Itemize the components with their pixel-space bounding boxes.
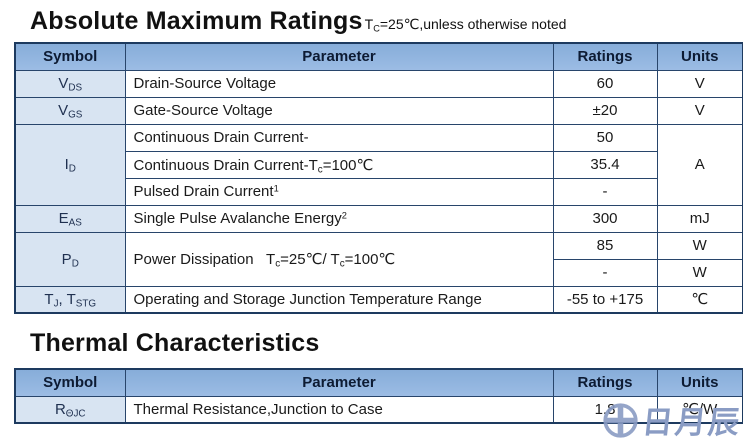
amr-header-parameter: Parameter [124, 42, 554, 71]
rating-cell: - [552, 258, 658, 287]
unit-cell: W [656, 258, 743, 287]
unit-cell: V [656, 96, 743, 125]
parameter-cell: Continuous Drain Current- [124, 123, 554, 152]
symbol-cell: VGS [14, 96, 126, 125]
parameter-cell: Continuous Drain Current-Tc=100℃ [124, 150, 554, 179]
unit-cell: V [656, 69, 743, 98]
amr-header-row: Symbol Parameter Ratings Units [14, 42, 743, 71]
amr-table: Symbol Parameter Ratings Units VDS Drain… [14, 42, 743, 314]
unit-cell: mJ [656, 204, 743, 233]
amr-page-title: Absolute Maximum Ratings [30, 7, 363, 35]
thermal-header-units: Units [656, 368, 743, 397]
thermal-header-symbol: Symbol [14, 368, 126, 397]
table-row-vds: VDS Drain-Source Voltage 60 V [14, 69, 743, 98]
table-row-id-1: ID Continuous Drain Current- 50 A [14, 123, 743, 206]
table-row-pd-1: PD Power Dissipation Tc=25℃/ Tc=100℃ 85 … [14, 231, 743, 287]
parameter-cell: Single Pulse Avalanche Energy2 [124, 204, 554, 233]
unit-cell: ℃ [656, 285, 743, 314]
amr-subtitle: TC=25℃,unless otherwise noted [364, 16, 567, 34]
unit-cell: A [656, 123, 743, 206]
amr-header-units: Units [656, 42, 743, 71]
parameter-cell: Drain-Source Voltage [124, 69, 554, 98]
thermal-header-row: Symbol Parameter Ratings Units [14, 368, 743, 397]
rating-cell: 60 [552, 69, 658, 98]
rating-cell: 50 [552, 123, 658, 152]
parameter-cell: Power Dissipation Tc=25℃/ Tc=100℃ [124, 231, 554, 287]
table-row-tj: TJ, TSTG Operating and Storage Junction … [14, 285, 743, 314]
thermal-page-title: Thermal Characteristics [30, 329, 320, 357]
thermal-header-parameter: Parameter [124, 368, 554, 397]
rating-cell: 85 [552, 231, 658, 260]
unit-cell: W [656, 231, 743, 260]
thermal-table: Symbol Parameter Ratings Units RΘJC Ther… [14, 368, 743, 424]
table-row-vgs: VGS Gate-Source Voltage ±20 V [14, 96, 743, 125]
rating-cell: ±20 [552, 96, 658, 125]
parameter-cell: Thermal Resistance,Junction to Case [124, 395, 554, 424]
table-row-rthjc: RΘJC Thermal Resistance,Junction to Case… [14, 395, 743, 424]
rating-cell: 35.4 [552, 150, 658, 179]
symbol-cell: EAS [14, 204, 126, 233]
rating-cell: 1.8 [552, 395, 658, 424]
table-row-id-3: Pulsed Drain Current1 - [15, 177, 743, 206]
thermal-header-ratings: Ratings [552, 368, 658, 397]
rating-cell: 300 [552, 204, 658, 233]
symbol-cell: VDS [14, 69, 126, 98]
table-row-id-2: Continuous Drain Current-Tc=100℃ 35.4 [15, 150, 743, 179]
unit-cell: ℃/W [656, 395, 743, 424]
rating-cell: -55 to +175 [552, 285, 658, 314]
symbol-cell: RΘJC [14, 395, 126, 424]
parameter-cell: Gate-Source Voltage [124, 96, 554, 125]
amr-header-ratings: Ratings [552, 42, 658, 71]
amr-header-symbol: Symbol [14, 42, 126, 71]
thermal-title-row: Thermal Characteristics [0, 314, 743, 368]
rating-cell: - [552, 177, 658, 206]
parameter-cell: Pulsed Drain Current1 [124, 177, 554, 206]
symbol-cell: ID [14, 123, 126, 206]
table-row-eas: EAS Single Pulse Avalanche Energy2 300 m… [14, 204, 743, 233]
symbol-cell: TJ, TSTG [14, 285, 126, 314]
symbol-cell: PD [14, 231, 126, 287]
amr-title-row: Absolute Maximum Ratings TC=25℃,unless ot… [0, 0, 743, 42]
parameter-cell: Operating and Storage Junction Temperatu… [124, 285, 554, 314]
